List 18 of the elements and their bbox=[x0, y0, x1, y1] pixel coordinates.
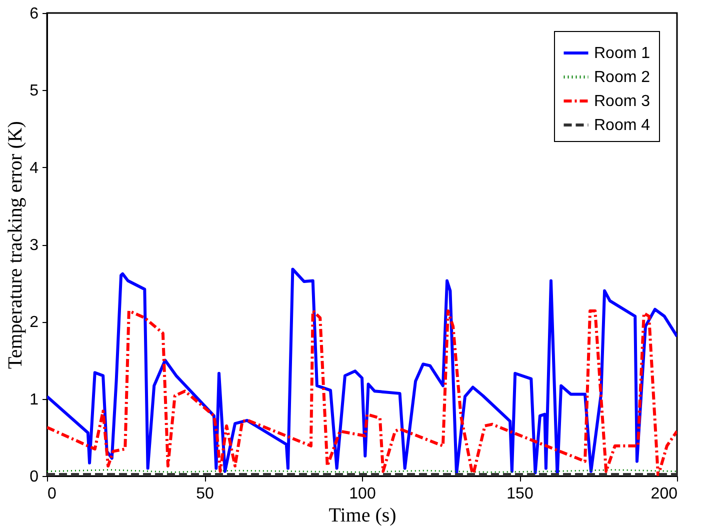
y-tick-label: 3 bbox=[30, 237, 39, 254]
x-tick-label: 50 bbox=[196, 486, 214, 502]
legend-label: Room 2 bbox=[594, 69, 650, 86]
y-tick-label: 4 bbox=[30, 160, 39, 177]
y-tick-label: 1 bbox=[30, 391, 39, 408]
legend-label: Room 1 bbox=[594, 45, 650, 62]
x-tick-label: 150 bbox=[506, 486, 534, 502]
legend-label: Room 3 bbox=[594, 93, 650, 110]
y-tick-label: 2 bbox=[30, 314, 39, 332]
y-tick-label: 5 bbox=[30, 82, 39, 100]
x-tick-label: 200 bbox=[650, 486, 678, 502]
y-tick-label: 6 bbox=[30, 6, 39, 22]
y-tick-label: 0 bbox=[30, 468, 39, 486]
y-axis-title: Temperature tracking error (K) bbox=[4, 121, 27, 369]
x-tick-label: 100 bbox=[349, 486, 376, 502]
x-axis-title: Time (s) bbox=[328, 504, 396, 526]
x-tick-label: 0 bbox=[48, 486, 56, 502]
legend-label: Room 4 bbox=[594, 117, 650, 134]
